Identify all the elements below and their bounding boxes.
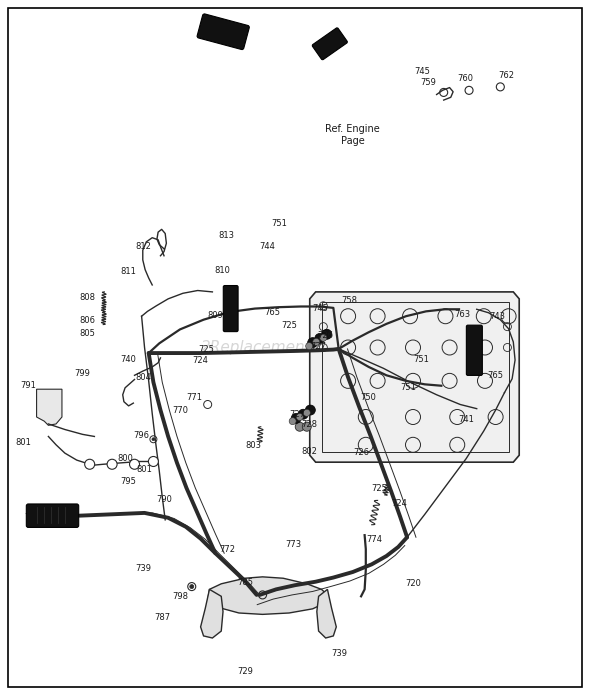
Circle shape (313, 338, 320, 345)
Circle shape (190, 584, 194, 589)
FancyBboxPatch shape (312, 28, 348, 60)
Text: 740: 740 (121, 355, 136, 363)
Text: 801: 801 (16, 438, 31, 446)
Polygon shape (208, 577, 327, 614)
Text: 759: 759 (421, 78, 436, 86)
Text: 765: 765 (487, 372, 504, 380)
Circle shape (299, 409, 308, 419)
Circle shape (130, 459, 139, 469)
Text: 726: 726 (317, 332, 334, 340)
Text: 729: 729 (237, 667, 253, 676)
Text: 811: 811 (121, 267, 136, 275)
Text: 773: 773 (286, 541, 302, 549)
Circle shape (296, 414, 303, 420)
Text: 758: 758 (341, 297, 358, 305)
Text: 729: 729 (25, 514, 40, 522)
Text: 801: 801 (137, 466, 152, 474)
Circle shape (306, 405, 315, 415)
Circle shape (306, 343, 313, 350)
Text: 802: 802 (301, 447, 317, 455)
Circle shape (320, 334, 327, 341)
Text: 808: 808 (79, 293, 96, 302)
Text: 774: 774 (366, 535, 383, 543)
Text: 2Replacementparts.com: 2Replacementparts.com (201, 340, 389, 355)
Text: 743: 743 (489, 312, 506, 320)
Text: 763: 763 (454, 310, 470, 318)
Text: 809: 809 (208, 311, 223, 320)
Circle shape (322, 329, 332, 339)
Text: 796: 796 (133, 431, 150, 439)
Text: 751: 751 (414, 355, 429, 363)
Text: 805: 805 (80, 329, 95, 338)
Text: 760: 760 (457, 74, 473, 83)
Text: 745: 745 (313, 304, 328, 313)
Text: 806: 806 (79, 316, 96, 325)
Text: 803: 803 (245, 441, 262, 450)
FancyBboxPatch shape (223, 286, 238, 332)
Text: 762: 762 (498, 71, 514, 79)
Circle shape (291, 414, 301, 423)
Circle shape (302, 423, 312, 431)
Text: 772: 772 (219, 545, 235, 553)
Circle shape (303, 409, 310, 416)
Text: 810: 810 (214, 266, 230, 275)
Text: 728: 728 (301, 420, 317, 429)
Text: 799: 799 (75, 370, 90, 378)
Circle shape (315, 334, 324, 343)
Text: 720: 720 (405, 580, 421, 588)
Text: 726: 726 (353, 448, 370, 457)
Text: 724: 724 (391, 499, 407, 507)
Circle shape (308, 338, 317, 348)
Circle shape (152, 438, 155, 441)
Circle shape (149, 457, 158, 466)
Text: 724: 724 (193, 357, 208, 365)
Text: 804: 804 (136, 373, 151, 382)
Polygon shape (37, 389, 62, 425)
Circle shape (85, 459, 94, 469)
Text: 813: 813 (218, 231, 234, 240)
Text: 765: 765 (264, 309, 281, 317)
Text: 785: 785 (237, 578, 253, 587)
Text: 787: 787 (154, 613, 171, 621)
Text: 795: 795 (121, 477, 136, 486)
Text: 725: 725 (371, 484, 386, 493)
FancyBboxPatch shape (197, 14, 250, 49)
Text: 751: 751 (401, 384, 416, 392)
Text: 812: 812 (136, 242, 151, 250)
Text: 771: 771 (186, 393, 203, 402)
Text: 725: 725 (199, 345, 214, 354)
Text: 798: 798 (172, 592, 188, 600)
Text: 739: 739 (331, 649, 348, 657)
Polygon shape (201, 589, 223, 638)
Text: 751: 751 (271, 220, 287, 228)
Text: 727: 727 (289, 410, 306, 418)
Polygon shape (310, 292, 519, 462)
FancyBboxPatch shape (466, 325, 483, 375)
Circle shape (295, 423, 304, 431)
Polygon shape (317, 589, 336, 638)
Circle shape (107, 459, 117, 469)
Text: 790: 790 (156, 495, 172, 503)
Text: 800: 800 (117, 454, 133, 462)
Text: 725: 725 (281, 322, 297, 330)
Circle shape (289, 418, 296, 425)
Text: 741: 741 (458, 416, 474, 424)
Text: 744: 744 (260, 242, 275, 250)
Text: 770: 770 (172, 406, 189, 414)
Text: Ref. Engine
Page: Ref. Engine Page (326, 124, 380, 146)
Text: 727: 727 (310, 342, 327, 350)
FancyBboxPatch shape (27, 504, 78, 528)
Text: 739: 739 (135, 564, 152, 573)
Text: 791: 791 (21, 382, 36, 390)
Text: 750: 750 (360, 393, 376, 402)
Bar (322, 302, 509, 452)
Text: 745: 745 (414, 67, 430, 76)
